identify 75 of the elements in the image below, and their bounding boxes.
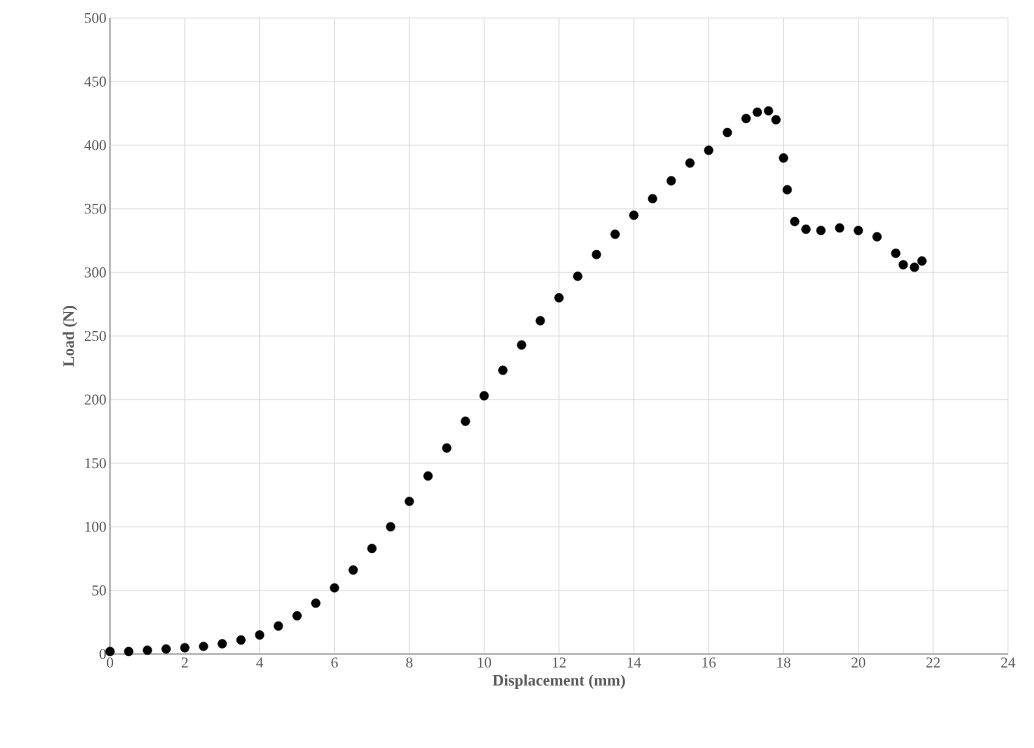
y-tick-label: 200: [84, 394, 106, 405]
point: [348, 565, 358, 575]
point: [591, 249, 602, 260]
x-tick-label: 24: [1001, 657, 1016, 668]
point: [180, 642, 190, 653]
point: [834, 223, 845, 233]
x-tick-label: 16: [702, 657, 716, 668]
point: [722, 127, 733, 138]
point: [385, 522, 396, 532]
point: [816, 225, 826, 236]
x-tick-label: 6: [331, 657, 338, 668]
point: [254, 630, 265, 640]
point: [771, 115, 781, 125]
point: [703, 145, 714, 155]
point: [647, 193, 658, 204]
point: [752, 107, 762, 117]
x-tick-label: 0: [106, 657, 114, 668]
point: [573, 271, 583, 281]
x-tick-label: 4: [256, 657, 264, 668]
x-tick-label: 14: [627, 657, 642, 668]
y-tick-label: 250: [84, 330, 106, 342]
point: [554, 293, 564, 303]
point: [236, 635, 246, 645]
point: [329, 583, 340, 593]
y-tick-label: 500: [84, 12, 106, 24]
point: [790, 216, 800, 227]
x-tick-label: 20: [851, 657, 866, 668]
point: [442, 443, 452, 453]
point: [516, 340, 527, 350]
y-tick-label: 100: [85, 521, 106, 532]
x-axis-title: Displacement (mm): [492, 674, 625, 689]
point: [423, 471, 433, 481]
y-tick-label: 50: [92, 585, 106, 596]
point: [909, 262, 920, 272]
point: [801, 224, 811, 234]
point: [217, 639, 227, 649]
point: [741, 113, 751, 124]
point: [311, 598, 321, 608]
point: [891, 248, 901, 259]
x-tick-label: 10: [478, 657, 492, 668]
point: [629, 210, 639, 220]
point: [763, 106, 774, 116]
point: [460, 416, 471, 426]
y-tick-label: 350: [84, 203, 106, 214]
point: [778, 153, 789, 163]
point: [479, 391, 489, 401]
point: [292, 611, 302, 621]
x-tick-label: 8: [406, 657, 413, 668]
x-tick-label: 22: [926, 657, 940, 668]
point: [872, 232, 882, 242]
point: [853, 225, 864, 236]
point: [685, 158, 695, 168]
point: [142, 645, 153, 655]
point: [273, 621, 284, 631]
point: [124, 646, 134, 657]
point: [161, 644, 171, 654]
y-tick-label: 0: [99, 648, 106, 660]
y-tick-label: 300: [84, 267, 106, 278]
x-tick-label: 12: [552, 657, 566, 668]
point: [917, 256, 927, 266]
point: [498, 365, 508, 376]
x-tick-label: 18: [777, 657, 791, 668]
y-tick-label: 150: [85, 458, 106, 469]
point: [666, 176, 676, 186]
y-tick-label: 450: [84, 76, 106, 87]
x-tick-label: 2: [181, 657, 188, 668]
point: [782, 185, 792, 195]
point: [404, 496, 415, 507]
y-tick-label: 400: [84, 140, 106, 151]
point: [535, 316, 545, 326]
point: [367, 543, 377, 554]
point: [610, 229, 620, 239]
point: [898, 260, 908, 270]
y-axis-title: Load (N): [62, 305, 78, 367]
point: [198, 641, 209, 652]
